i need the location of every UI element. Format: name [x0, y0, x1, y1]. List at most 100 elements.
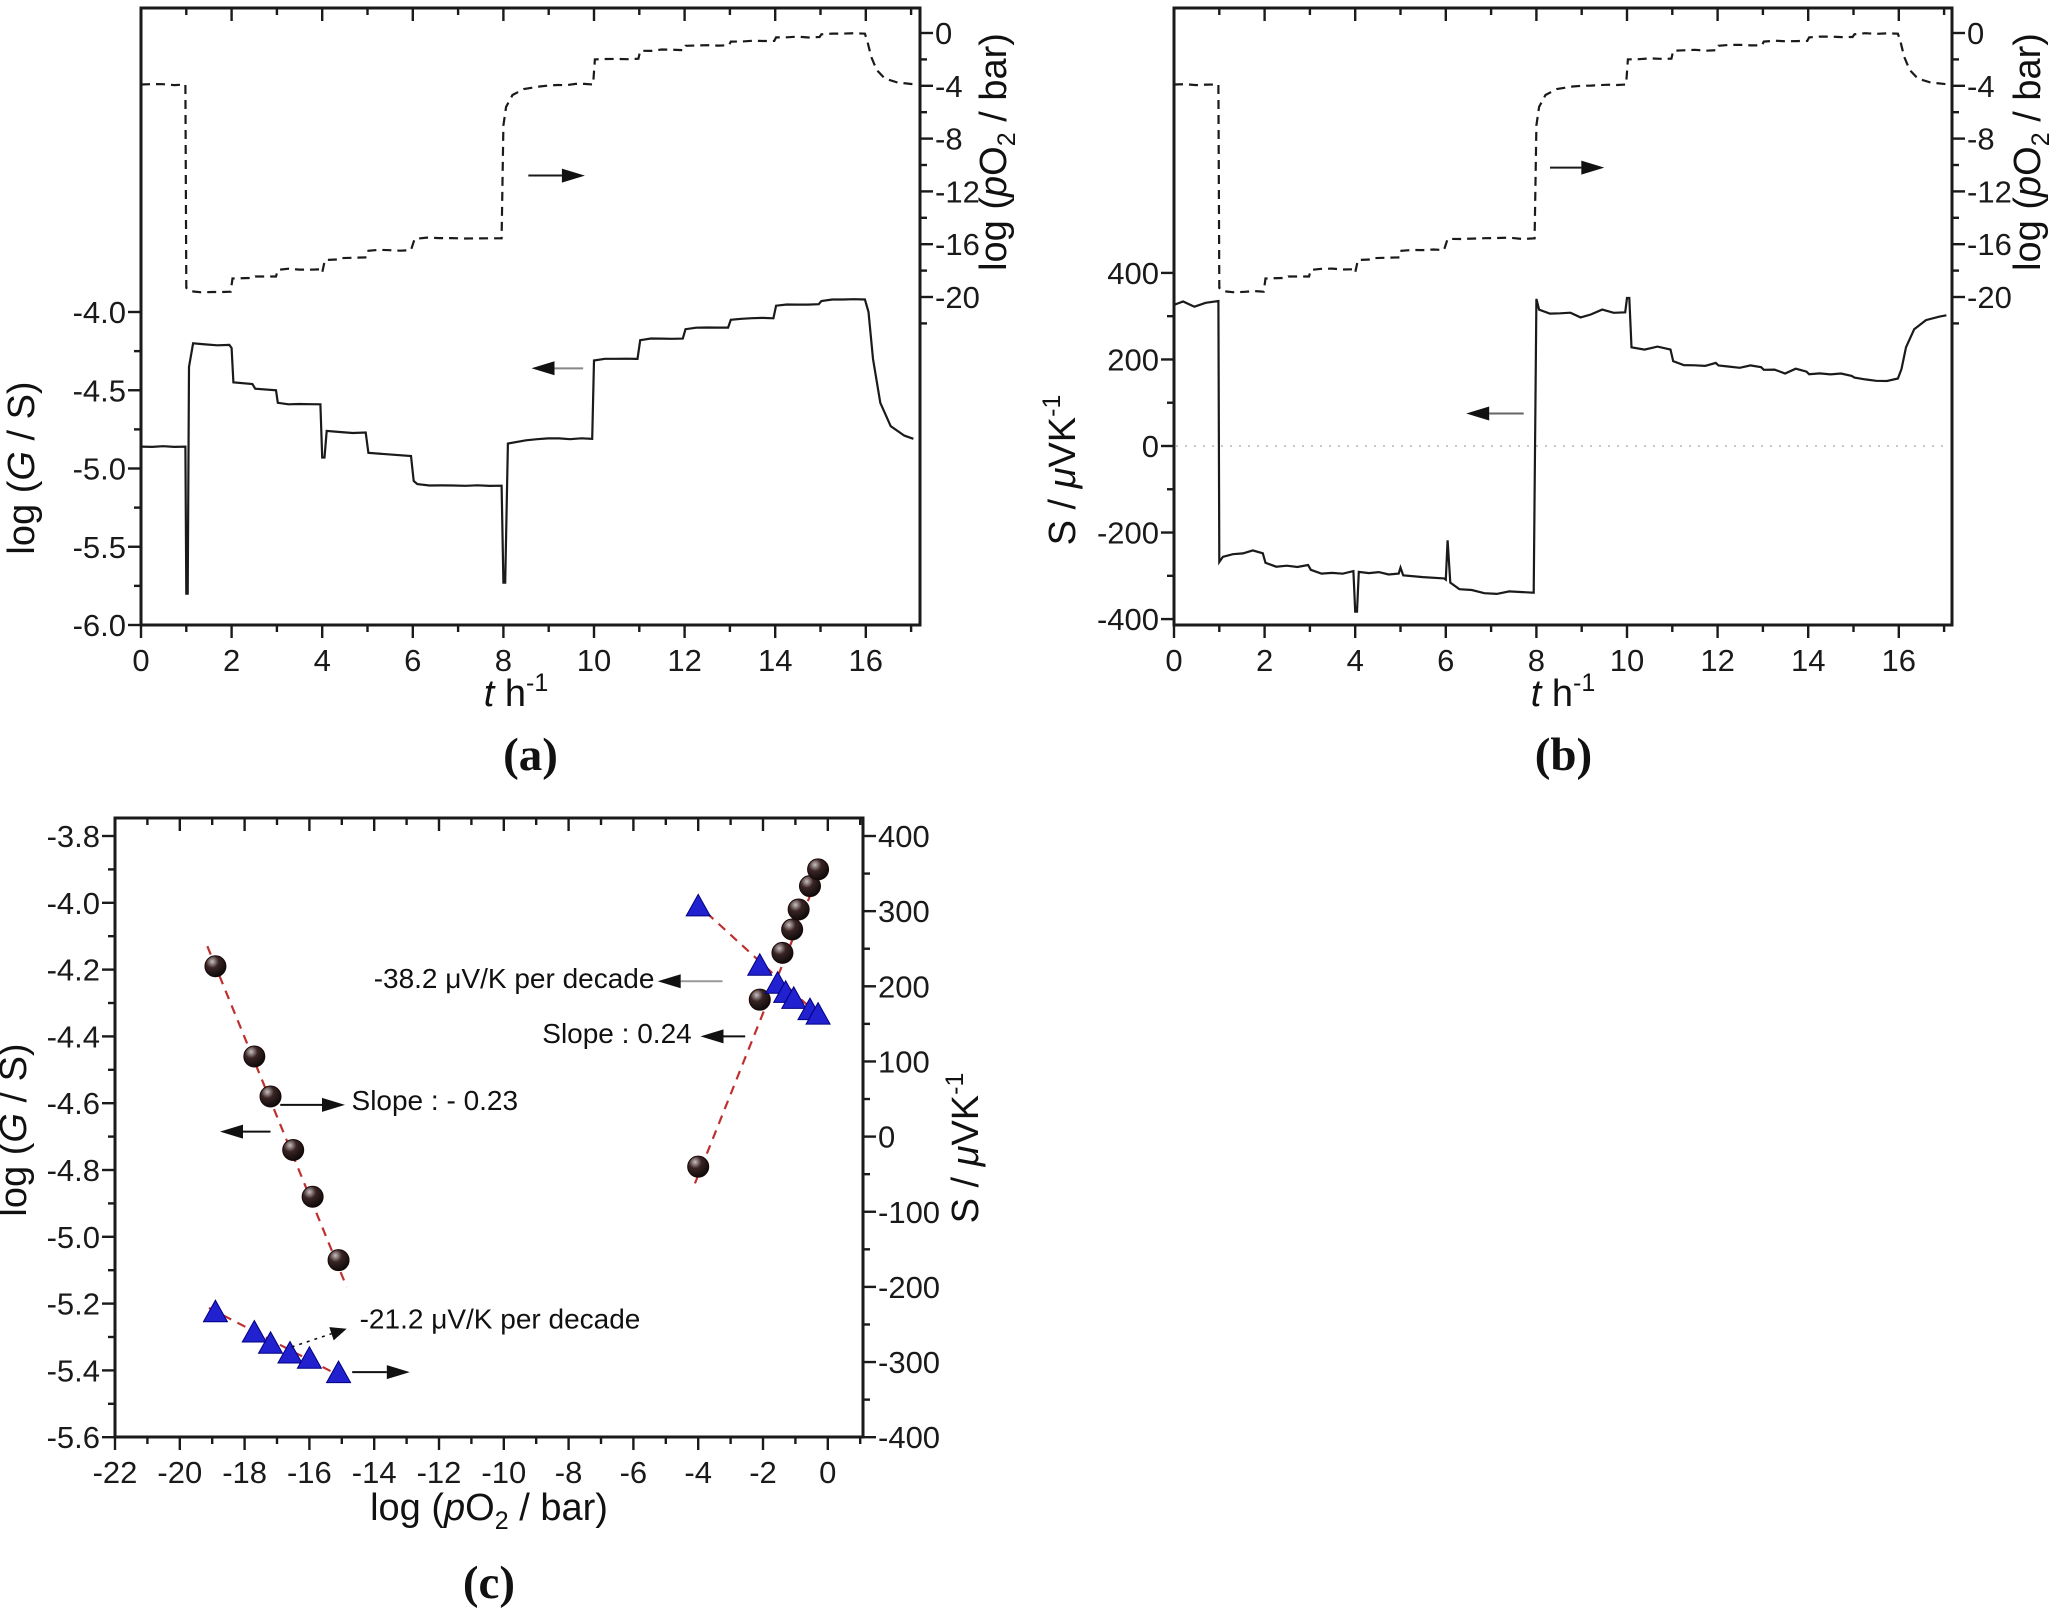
panel-c-arrowhead-2 — [322, 1097, 345, 1112]
svg-text:0: 0 — [132, 643, 149, 678]
svg-text:-12: -12 — [935, 174, 980, 209]
panel-a-arrowhead-0 — [561, 168, 585, 183]
svg-text:100: 100 — [878, 1044, 930, 1079]
panel-c-seebeck-low-po2-markers — [202, 1299, 352, 1384]
svg-text:400: 400 — [1107, 256, 1159, 291]
panel-c-axes-ticks: -22 -20 -18 -16 -14 -12 -10 -8 -6 -4 -2 0-3.8-4.0-4… — [47, 818, 940, 1490]
svg-text:-400: -400 — [878, 1420, 940, 1455]
panel-b-axis-title-right: log (pO2 / bar) — [2007, 33, 2055, 271]
svg-text:-8: -8 — [1967, 122, 1995, 157]
svg-text:-400: -400 — [1097, 602, 1159, 637]
svg-text:0: 0 — [819, 1455, 836, 1490]
panel-c-arrowhead-3 — [220, 1124, 243, 1139]
svg-text:0: 0 — [1165, 643, 1182, 678]
svg-text:-4: -4 — [935, 69, 963, 104]
svg-text:10: 10 — [577, 643, 611, 678]
svg-text:16: 16 — [1882, 643, 1916, 678]
panel-a-caption: (a) — [503, 729, 558, 781]
panel-b-caption: (b) — [1534, 729, 1593, 781]
svg-text:-300: -300 — [878, 1345, 940, 1380]
panel-c-chart: -22 -20 -18 -16 -14 -12 -10 -8 -6 -4 -2 0-3.8-4.0-4… — [0, 816, 987, 1535]
svg-text:8: 8 — [1528, 643, 1545, 678]
panel-c-conductance-low-po2-markers — [204, 955, 350, 1272]
svg-text:-4.0: -4.0 — [47, 886, 100, 921]
svg-text:16: 16 — [849, 643, 883, 678]
svg-text:300: 300 — [878, 894, 930, 929]
panel-c-seebeck-high-po2-markers — [685, 893, 831, 1025]
svg-text:12: 12 — [667, 643, 701, 678]
panel-a-axis-title-right: log (pO2 / bar) — [973, 33, 1021, 271]
panel-c-arrowhead-5 — [386, 1365, 410, 1380]
panel-c-axis-title-right: S / μVK-1 — [941, 1073, 987, 1224]
svg-text:-4.6: -4.6 — [47, 1086, 100, 1121]
svg-text:-6: -6 — [620, 1455, 648, 1490]
panel-c-conductance-low-po2-trendline — [206, 945, 348, 1288]
svg-text:-4.0: -4.0 — [73, 295, 126, 330]
svg-text:-5.2: -5.2 — [47, 1287, 100, 1322]
annotation-38-2-uvk-per-decade: -38.2 μV/K per decade — [374, 963, 655, 994]
svg-text:-16: -16 — [1967, 227, 2012, 262]
svg-text:-2: -2 — [749, 1455, 777, 1490]
svg-text:-5.5: -5.5 — [73, 530, 126, 565]
svg-text:2: 2 — [1256, 643, 1273, 678]
svg-text:-200: -200 — [1097, 516, 1159, 551]
panel-a-axis-title-left: log (G / S) — [1, 381, 43, 554]
svg-text:4: 4 — [1347, 643, 1364, 678]
panel-b-arrowhead-1 — [1466, 406, 1490, 421]
panel-b-plot-box — [1172, 6, 1954, 627]
svg-text:4: 4 — [314, 643, 331, 678]
panel-c-arrowhead-4 — [329, 1327, 347, 1341]
svg-text:12: 12 — [1700, 643, 1734, 678]
svg-text:-4.8: -4.8 — [47, 1153, 100, 1188]
svg-text:-5.6: -5.6 — [47, 1420, 100, 1455]
svg-text:200: 200 — [1107, 342, 1159, 377]
panel-c-plot-box — [113, 816, 865, 1439]
svg-text:-20: -20 — [935, 280, 980, 315]
svg-text:-200: -200 — [878, 1270, 940, 1305]
svg-text:8: 8 — [495, 643, 512, 678]
panel-a-log-conductance — [140, 298, 914, 595]
panel-a-plot-box — [139, 6, 922, 627]
panel-c-arrowhead-0 — [657, 974, 681, 989]
svg-text:-12: -12 — [1967, 174, 2012, 209]
svg-text:-6.0: -6.0 — [73, 608, 126, 643]
svg-text:6: 6 — [404, 643, 421, 678]
panel-c-conductance-high-po2-markers — [687, 858, 830, 1178]
svg-text:-12: -12 — [417, 1455, 462, 1490]
panel-a-chart: 0 2 4 6 8 10 12 14 16-4.0-4.5-5.0-5.5-6.00-4-8-1… — [1, 6, 1021, 715]
svg-text:-16: -16 — [287, 1455, 332, 1490]
svg-text:0: 0 — [935, 16, 952, 51]
svg-text:-4: -4 — [684, 1455, 712, 1490]
panel-c-caption: (c) — [462, 1557, 516, 1609]
svg-text:-4.2: -4.2 — [47, 953, 100, 988]
panel-b-axis-title-left: S / μVK-1 — [1038, 395, 1084, 546]
panel-c-axis-title-left: log (G / S) — [0, 1043, 35, 1216]
svg-text:200: 200 — [878, 969, 930, 1004]
panel-b-arrowhead-0 — [1581, 160, 1605, 175]
svg-text:-5.0: -5.0 — [73, 452, 126, 487]
panel-a-log-po2-staircase — [140, 32, 914, 294]
svg-text:400: 400 — [878, 819, 930, 854]
svg-text:-18: -18 — [222, 1455, 267, 1490]
svg-text:10: 10 — [1610, 643, 1644, 678]
svg-text:-5.0: -5.0 — [47, 1220, 100, 1255]
panel-b-seebeck-coefficient — [1173, 296, 1947, 613]
svg-text:-4.4: -4.4 — [47, 1019, 100, 1054]
svg-text:-10: -10 — [481, 1455, 526, 1490]
svg-text:-100: -100 — [878, 1195, 940, 1230]
annotation-slope-minus-0-23: Slope : - 0.23 — [352, 1085, 519, 1116]
svg-text:-22: -22 — [93, 1455, 138, 1490]
svg-text:0: 0 — [878, 1120, 895, 1155]
svg-text:0: 0 — [1967, 16, 1984, 51]
svg-text:-20: -20 — [157, 1455, 202, 1490]
panel-b-axes-ticks: 0 2 4 6 8 10 12 14 164002000-200-4000-4-8-12-16-… — [1097, 8, 2012, 678]
svg-text:2: 2 — [223, 643, 240, 678]
panel-c-arrowhead-1 — [700, 1029, 724, 1044]
svg-text:14: 14 — [758, 643, 792, 678]
svg-text:-20: -20 — [1967, 280, 2012, 315]
panel-b-axis-title-bottom: t h-1 — [1531, 669, 1596, 715]
panel-a-arrowhead-1 — [531, 361, 555, 376]
svg-text:14: 14 — [1791, 643, 1825, 678]
panel-b-log-po2-staircase — [1173, 32, 1947, 294]
